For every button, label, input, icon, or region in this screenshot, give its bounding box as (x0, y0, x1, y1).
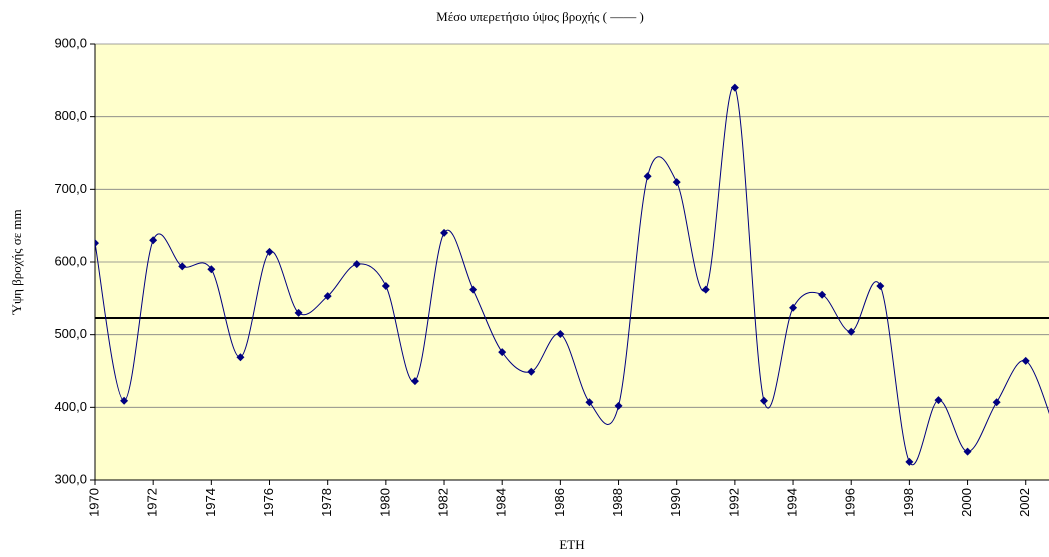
data-point (178, 262, 187, 271)
x-tick-label: 1974 (203, 488, 218, 517)
y-tick-label: 800,0 (54, 108, 87, 123)
data-point (95, 239, 99, 248)
chart-title: Μέσο υπερετήσιο ύψος βροχής ( —— ) (436, 9, 644, 24)
data-point (672, 178, 681, 187)
data-point (149, 236, 158, 245)
x-tick-label: 1992 (726, 488, 741, 517)
data-point (643, 172, 652, 181)
data-point (556, 329, 565, 338)
x-tick-label: 1978 (319, 488, 334, 517)
x-tick-label: 1988 (610, 488, 625, 517)
data-point (527, 367, 536, 376)
y-tick-label: 500,0 (54, 326, 87, 341)
data-point (120, 396, 129, 405)
x-tick-label: 1982 (435, 488, 450, 517)
data-point (585, 398, 594, 407)
data-point (236, 353, 245, 362)
x-axis-label: ΕΤΗ (559, 537, 584, 552)
data-point (818, 290, 827, 299)
data-point (701, 285, 710, 294)
data-point (440, 228, 449, 237)
data-point (381, 281, 390, 290)
data-point (876, 281, 885, 290)
data-point (934, 396, 943, 405)
x-tick-label: 1970 (86, 488, 101, 517)
x-tick-label: 1986 (552, 488, 567, 517)
data-point (614, 401, 623, 410)
y-tick-label: 600,0 (54, 253, 87, 268)
data-point (759, 396, 768, 405)
x-tick-label: 1980 (377, 488, 392, 517)
data-point (265, 247, 274, 256)
x-tick-label: 1994 (784, 488, 799, 517)
data-point (323, 292, 332, 301)
data-point (410, 377, 419, 386)
data-point (992, 398, 1001, 407)
x-tick-label: 2002 (1017, 488, 1032, 517)
data-point (352, 260, 361, 269)
y-tick-label: 900,0 (54, 35, 87, 50)
y-tick-label: 300,0 (54, 471, 87, 486)
y-tick-label: 700,0 (54, 181, 87, 196)
data-point (1021, 356, 1030, 365)
y-tick-label: 400,0 (54, 399, 87, 414)
data-point (469, 285, 478, 294)
x-tick-label: 1998 (901, 488, 916, 517)
x-tick-label: 1996 (843, 488, 858, 517)
data-point (963, 447, 972, 456)
plot-content (95, 83, 1049, 466)
y-axis-label: Ύψη βροχής σε mm (9, 209, 24, 315)
data-point (207, 265, 216, 274)
data-point (498, 348, 507, 357)
data-point (294, 308, 303, 317)
x-tick-label: 1984 (494, 488, 509, 517)
data-point (789, 303, 798, 312)
x-tick-label: 1976 (261, 488, 276, 517)
x-tick-label: 2000 (959, 488, 974, 517)
data-point (905, 457, 914, 466)
x-tick-label: 1972 (145, 488, 160, 517)
data-point (847, 327, 856, 336)
data-point (730, 83, 739, 92)
x-tick-label: 1990 (668, 488, 683, 517)
